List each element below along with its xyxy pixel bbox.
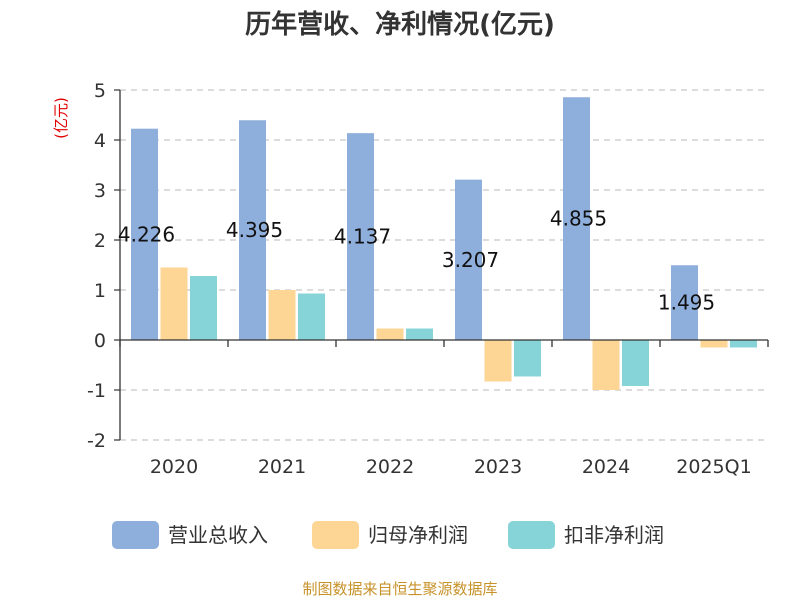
y-tick-label: -2	[87, 430, 106, 452]
bar-series-1-2025Q1	[700, 340, 728, 348]
axes	[119, 90, 769, 440]
y-tick-label: 3	[94, 180, 106, 202]
source-note: 制图数据来自恒生聚源数据库	[302, 580, 497, 598]
y-axis-ticks: 5 4 3 2 1 0 -1 -2	[87, 80, 120, 452]
data-label: 4.137	[334, 225, 391, 249]
bar-series-1-2022	[376, 328, 404, 340]
bar-series-0-2022	[347, 133, 374, 340]
x-axis-ticks: 2020 2021 2022 2023 2024 2025Q1	[150, 456, 752, 478]
x-tick-label: 2022	[366, 456, 414, 478]
data-label: 3.207	[442, 248, 499, 272]
y-tick-label: 2	[94, 230, 106, 252]
x-tick-label: 2024	[582, 456, 630, 478]
legend-item-0[interactable]: 营业总收入	[112, 521, 268, 549]
legend-item-1[interactable]: 归母净利润	[312, 521, 468, 549]
data-label: 4.855	[550, 207, 607, 231]
bar-series-1-2023	[484, 340, 512, 382]
data-label: 4.395	[226, 218, 283, 242]
grid-lines	[120, 89, 768, 441]
legend-swatch	[112, 521, 159, 549]
data-label: 4.226	[118, 222, 175, 246]
bar-series-2-2021	[298, 293, 325, 340]
bar-series-0-2023	[455, 179, 482, 340]
x-tick-label: 2023	[474, 456, 522, 478]
bar-series-0-2025Q1	[671, 265, 698, 340]
x-tick-label: 2021	[258, 456, 306, 478]
x-tick-label: 2020	[150, 456, 198, 478]
bar-series-0-2021	[239, 120, 266, 340]
y-tick-label: -1	[87, 380, 106, 402]
bar-series-1-2020	[160, 267, 188, 340]
bar-series-1-2021	[268, 290, 296, 340]
y-tick-label: 0	[94, 330, 106, 352]
bar-series-0-2020	[131, 128, 158, 340]
x-tick-label: 2025Q1	[676, 456, 751, 478]
bar-series-1-2024	[592, 340, 620, 390]
legend-label: 营业总收入	[168, 523, 268, 547]
legend-label: 扣非净利润	[564, 523, 664, 547]
legend-swatch	[312, 521, 359, 549]
legend-label: 归母净利润	[368, 523, 468, 547]
data-labels: 4.226 4.395 4.137 3.207 4.855 1.495	[118, 207, 715, 315]
data-label: 1.495	[658, 291, 715, 315]
bar-series-0-2024	[563, 97, 590, 340]
bar-series-2-2022	[406, 328, 433, 340]
bars	[131, 97, 757, 390]
chart-title: 历年营收、净利情况(亿元)	[245, 9, 555, 40]
y-tick-label: 5	[94, 80, 106, 102]
bar-series-2-2024	[622, 340, 649, 386]
legend-item-2[interactable]: 扣非净利润	[508, 521, 664, 549]
legend-swatch	[508, 521, 555, 549]
y-tick-label: 1	[94, 280, 106, 302]
bar-series-2-2020	[190, 276, 217, 340]
y-tick-label: 4	[94, 130, 106, 152]
bar-series-2-2023	[514, 340, 541, 377]
y-axis-unit-label: (亿元)	[52, 97, 70, 139]
legend: 营业总收入 归母净利润 扣非净利润	[112, 521, 664, 549]
bar-series-2-2025Q1	[730, 340, 757, 348]
